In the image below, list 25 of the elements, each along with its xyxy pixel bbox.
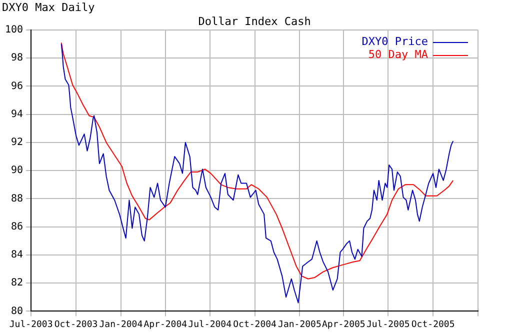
y-tick-label: 100 — [5, 24, 24, 36]
y-tick-label: 82 — [11, 278, 24, 289]
x-tick-label: Jul-2004 — [188, 320, 232, 330]
y-tick-label: 94 — [11, 108, 24, 120]
x-tick-label: Jul-2005 — [366, 320, 410, 330]
x-tick-label: Jan-2004 — [99, 320, 143, 330]
x-tick-label: Oct-2003 — [54, 320, 98, 330]
text: DXY0 Max Daily — [2, 0, 96, 14]
legend-label: 50 Day MA — [368, 48, 428, 61]
x-tick-label: Jul-2003 — [9, 320, 53, 330]
y-tick-label: 80 — [11, 306, 24, 317]
x-tick-label: Jan-2005 — [278, 320, 322, 330]
y-tick-label: 90 — [11, 165, 24, 176]
legend-label: DXY0 Price — [362, 34, 428, 48]
x-tick-label: Apr-2005 — [322, 320, 366, 330]
x-tick-label: Apr-2004 — [144, 320, 188, 330]
y-tick-label: 96 — [11, 80, 24, 92]
chart-title: Dollar Index Cash — [198, 14, 311, 28]
y-tick-label: 84 — [11, 250, 24, 261]
y-tick-label: 86 — [11, 221, 24, 232]
x-tick-label: Oct-2004 — [233, 320, 276, 330]
y-tick-label: 98 — [11, 52, 24, 64]
y-tick-label: 88 — [11, 193, 24, 204]
y-tick-label: 92 — [11, 137, 24, 148]
x-tick-label: Oct-2005 — [411, 320, 455, 330]
